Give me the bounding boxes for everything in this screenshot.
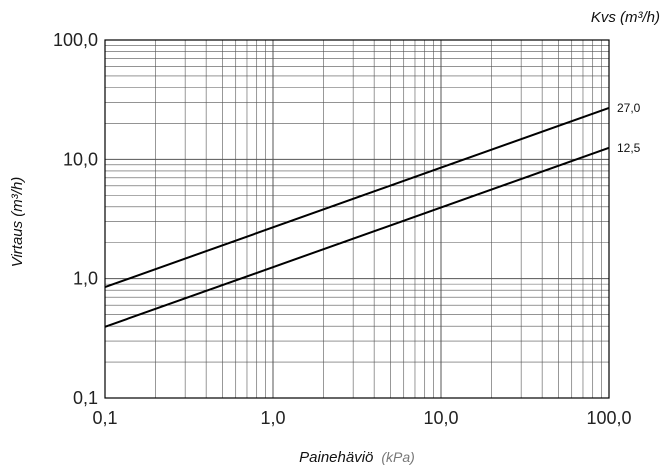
y-tick-label: 100,0 [53,30,98,50]
x-tick-label: 0,1 [92,408,117,428]
legend-title: Kvs (m³/h) [591,9,660,26]
plot-frame [104,39,610,399]
x-tick-label: 100,0 [586,408,631,428]
grid-lines [104,40,609,399]
series-layer: 27,0 12,5 [104,101,641,328]
x-axis-unit: (kPa) [381,449,414,465]
series-label: 27,0 [617,101,641,115]
y-tick-label: 10,0 [63,149,98,169]
x-tick-label: 1,0 [260,408,285,428]
series-label: 12,5 [617,141,641,155]
x-tick-label: 10,0 [423,408,458,428]
x-axis-label: Painehäviö [299,449,373,466]
tick-labels: 0,1 1,0 10,0 100,0 0,1 1,0 10,0 100,0 [53,30,632,428]
y-axis-label: Virtaus (m³/h) [9,177,26,268]
y-tick-label: 0,1 [73,388,98,408]
x-axis-title: Painehäviö (kPa) [299,449,415,466]
y-tick-label: 1,0 [73,269,98,289]
series-line [104,106,610,289]
series-line [104,146,610,328]
